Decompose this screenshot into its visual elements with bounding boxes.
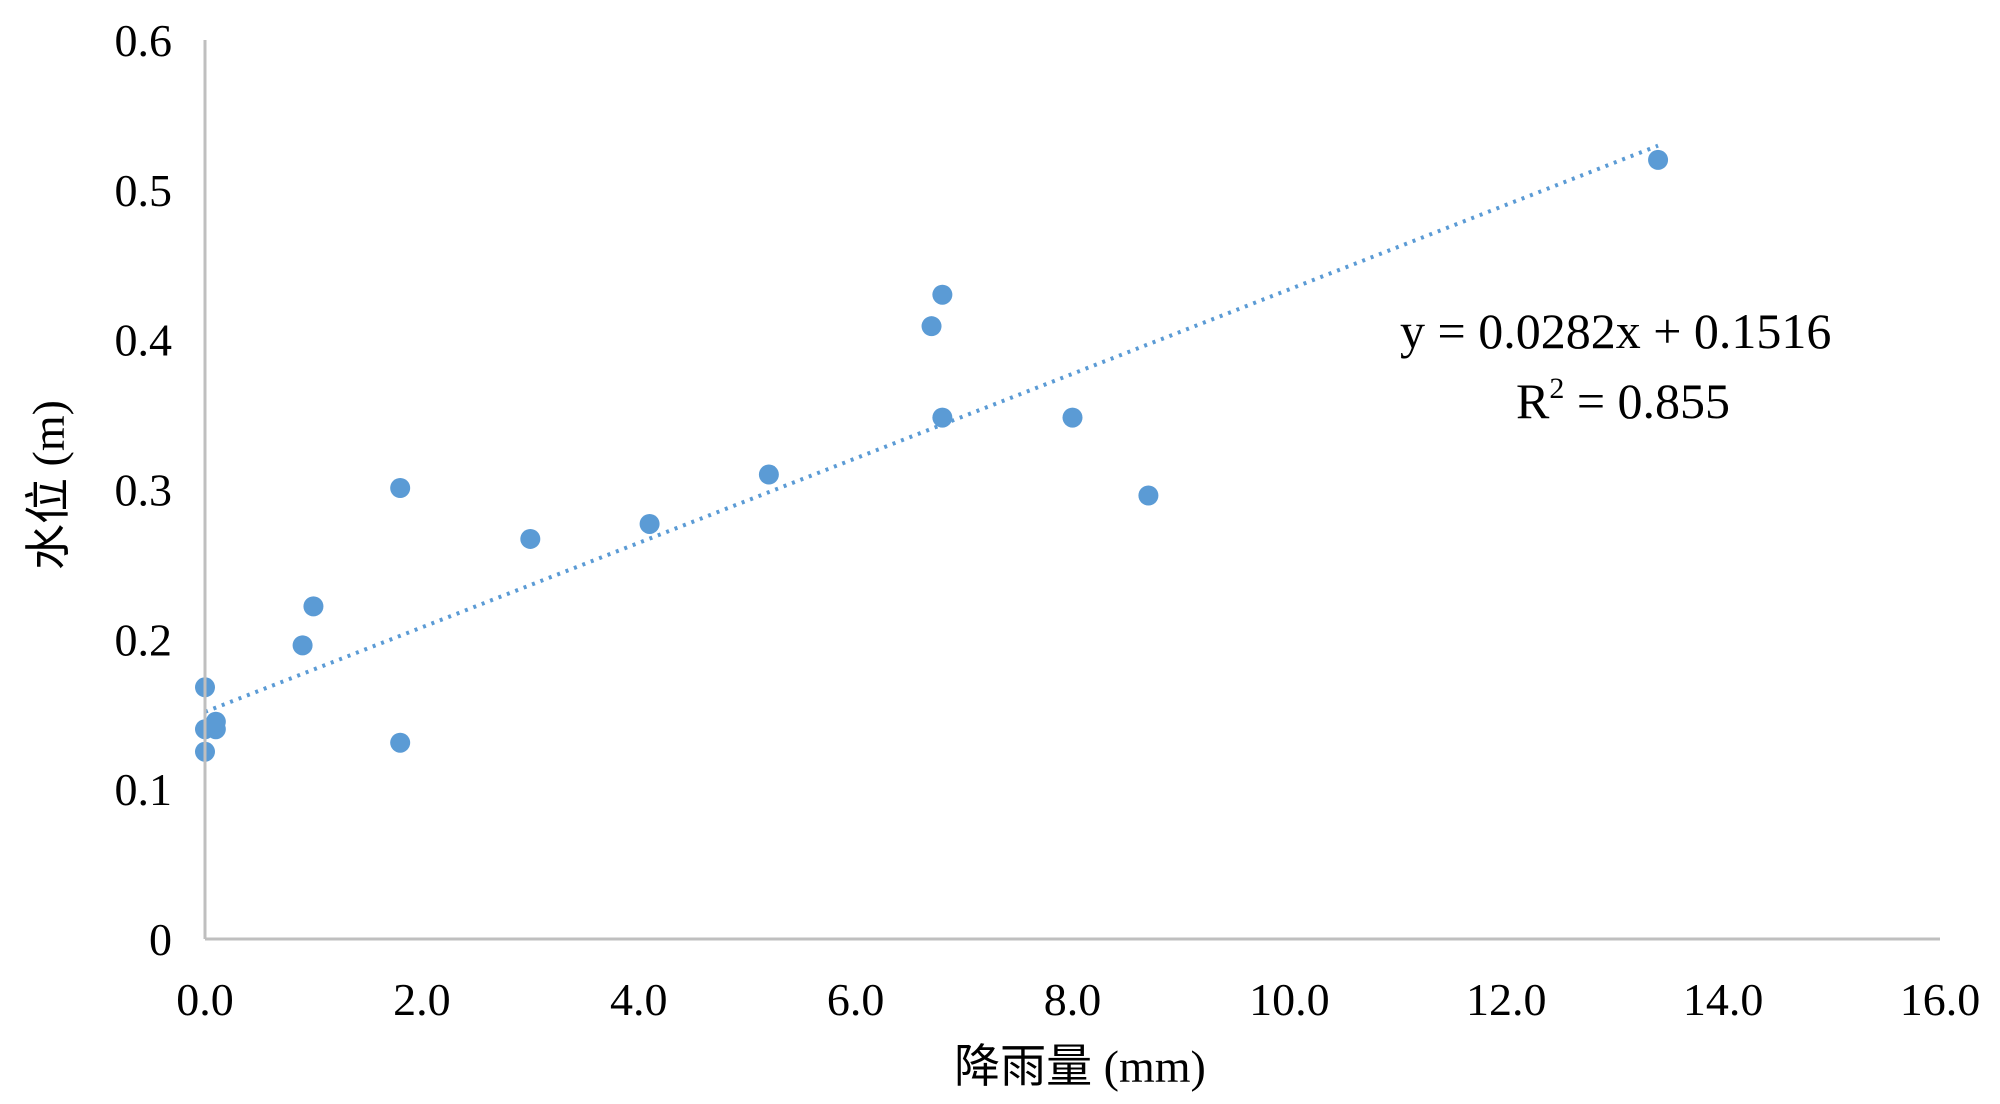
x-tick-label: 16.0: [1900, 974, 1981, 1025]
y-tick-label: 0.3: [115, 465, 173, 516]
y-tick-label: 0.1: [115, 764, 173, 815]
y-tick-label: 0: [149, 914, 172, 965]
x-tick-label: 0.0: [176, 974, 234, 1025]
trendline: [204, 143, 1659, 714]
trendline-equation: y = 0.0282x + 0.1516: [1400, 303, 1831, 359]
data-point: [205, 711, 226, 732]
data-point: [921, 316, 942, 337]
y-axis-label: 水位 (m): [23, 400, 74, 570]
x-tick-label: 14.0: [1683, 974, 1764, 1025]
y-tick-label: 0.6: [115, 15, 173, 66]
data-point: [932, 407, 953, 428]
data-point: [758, 464, 779, 485]
y-tick-label: 0.4: [115, 315, 173, 366]
y-tick-label: 0.5: [115, 165, 173, 216]
x-axis-label: 降雨量 (mm): [954, 1041, 1206, 1092]
data-point: [390, 732, 411, 753]
x-tick-label: 10.0: [1249, 974, 1330, 1025]
x-tick-label: 2.0: [393, 974, 451, 1025]
r-squared-prefix: R: [1516, 373, 1550, 429]
r-squared-value: = 0.855: [1564, 373, 1730, 429]
data-point: [292, 635, 313, 656]
x-tick-label: 12.0: [1466, 974, 1547, 1025]
x-tick-label: 8.0: [1044, 974, 1102, 1025]
x-tick-label: 6.0: [827, 974, 885, 1025]
data-point: [1648, 149, 1669, 170]
x-tick-label: 4.0: [610, 974, 668, 1025]
data-point: [390, 478, 411, 499]
data-point: [932, 284, 953, 305]
data-point: [1062, 407, 1083, 428]
y-tick-label: 0.2: [115, 614, 173, 665]
data-point: [1138, 485, 1159, 506]
r-squared-superscript: 2: [1549, 372, 1564, 405]
r-squared-label: R2 = 0.855: [1516, 372, 1730, 429]
data-point: [303, 596, 324, 617]
data-point: [639, 513, 660, 534]
data-point: [520, 528, 541, 549]
